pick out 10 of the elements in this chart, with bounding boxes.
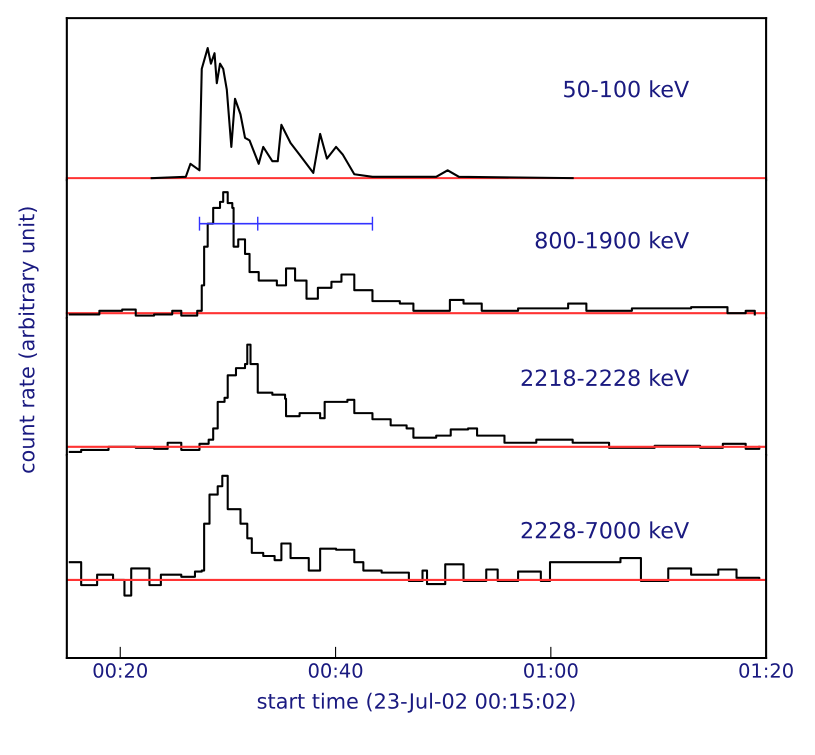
text: 50-100 keV (564, 80, 689, 98)
text: 800-1900 keV (536, 231, 689, 249)
x-tick-label: 00:40 (308, 663, 362, 678)
x-tick-label: 00:20 (94, 663, 147, 678)
x-tick-label: 01:00 (524, 663, 578, 678)
x-axis-title: start time (23-Jul-02 00:15:02) (258, 692, 574, 713)
series-label: 2228-7000 keV (522, 521, 689, 539)
x-tick-label: 01:20 (739, 663, 793, 678)
y-axis-title: count rate (arbitrary unit) (18, 207, 39, 473)
text: 2218-2228 keV (522, 368, 689, 386)
